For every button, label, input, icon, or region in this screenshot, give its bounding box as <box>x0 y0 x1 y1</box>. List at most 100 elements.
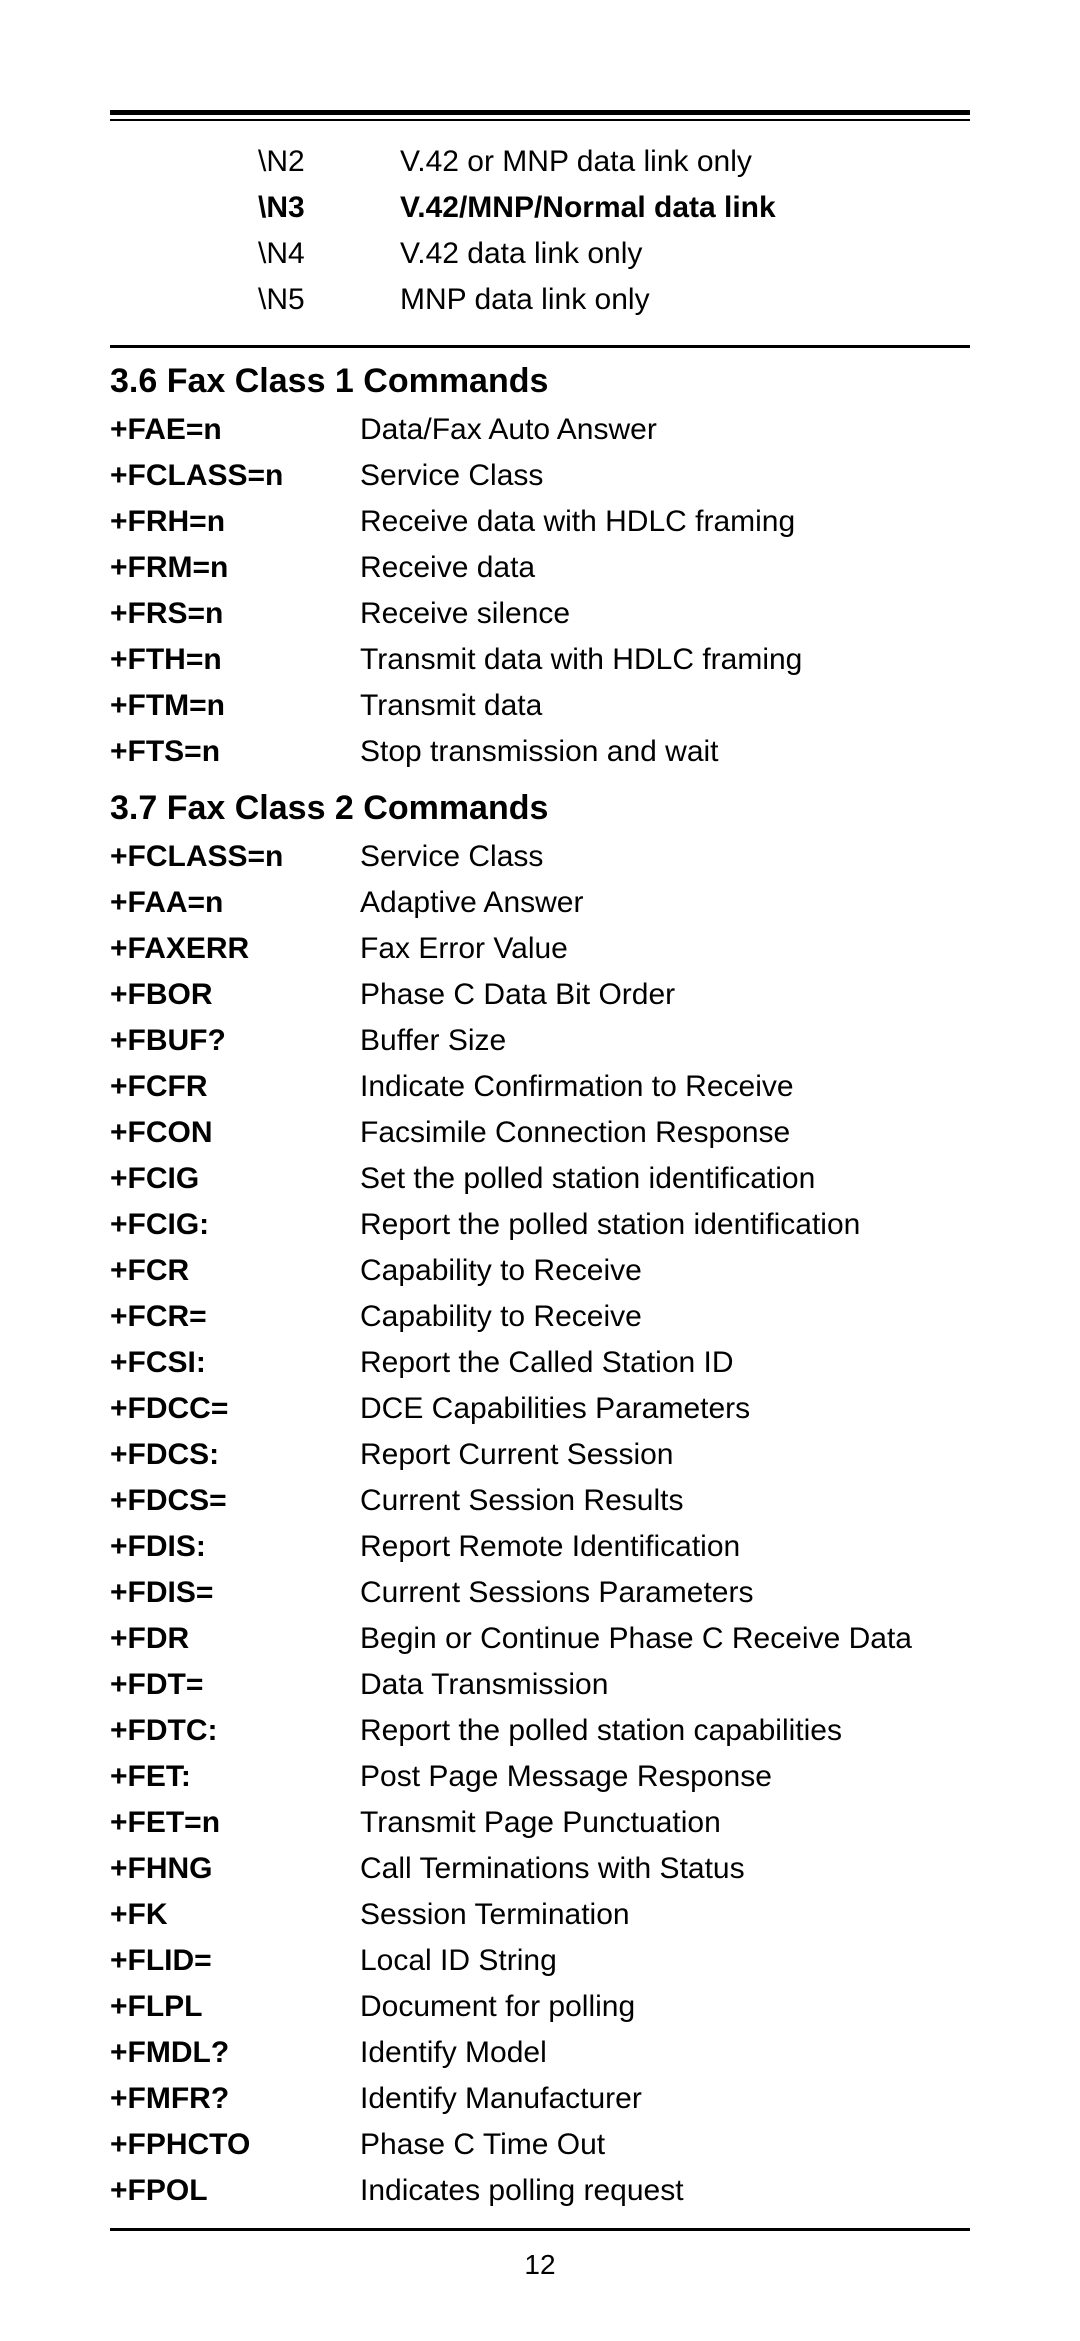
command-code: +FPOL <box>110 2170 360 2212</box>
command-desc: Report Remote Identification <box>360 1526 970 1568</box>
table-row: +FTS=nStop transmission and wait <box>110 729 970 775</box>
command-desc: Service Class <box>360 455 970 497</box>
table-row: +FDIS=Current Sessions Parameters <box>110 1570 970 1616</box>
command-code: +FK <box>110 1894 360 1936</box>
command-desc: Data/Fax Auto Answer <box>360 409 970 451</box>
command-code: +FCSI: <box>110 1342 360 1384</box>
table-row: \N2 V.42 or MNP data link only <box>110 139 970 185</box>
table-row: +FBORPhase C Data Bit Order <box>110 972 970 1018</box>
table-row: \N4 V.42 data link only <box>110 231 970 277</box>
command-code: +FCLASS=n <box>110 836 360 878</box>
command-desc: Receive silence <box>360 593 970 635</box>
table-row: +FDCS=Current Session Results <box>110 1478 970 1524</box>
command-desc: Stop transmission and wait <box>360 731 970 773</box>
table-row: +FDCC=DCE Capabilities Parameters <box>110 1386 970 1432</box>
command-desc: Buffer Size <box>360 1020 970 1062</box>
command-desc: Set the polled station identification <box>360 1158 970 1200</box>
section-rule <box>110 345 970 348</box>
table-row: +FDCS:Report Current Session <box>110 1432 970 1478</box>
command-desc: Indicate Confirmation to Receive <box>360 1066 970 1108</box>
command-code: +FCON <box>110 1112 360 1154</box>
command-desc: Fax Error Value <box>360 928 970 970</box>
command-code: +FCR= <box>110 1296 360 1338</box>
command-desc: Transmit data with HDLC framing <box>360 639 970 681</box>
table-row: +FRH=nReceive data with HDLC framing <box>110 499 970 545</box>
command-desc: Data Transmission <box>360 1664 970 1706</box>
command-desc: Facsimile Connection Response <box>360 1112 970 1154</box>
table-row: \N5 MNP data link only <box>110 277 970 323</box>
table-row: +FBUF?Buffer Size <box>110 1018 970 1064</box>
table-row: +FPOLIndicates polling request <box>110 2168 970 2214</box>
command-code: +FRM=n <box>110 547 360 589</box>
command-desc: Current Sessions Parameters <box>360 1572 970 1614</box>
command-desc: Phase C Time Out <box>360 2124 970 2166</box>
command-desc: Report the polled station identification <box>360 1204 970 1246</box>
command-desc: Service Class <box>360 836 970 878</box>
command-code: \N2 <box>110 141 360 183</box>
command-code: +FCIG: <box>110 1204 360 1246</box>
table-row: +FDRBegin or Continue Phase C Receive Da… <box>110 1616 970 1662</box>
section-heading-3-7: 3.7 Fax Class 2 Commands <box>110 775 970 834</box>
command-code: +FCFR <box>110 1066 360 1108</box>
command-code: +FBOR <box>110 974 360 1016</box>
table-row: +FRM=nReceive data <box>110 545 970 591</box>
table-row: +FHNGCall Terminations with Status <box>110 1846 970 1892</box>
command-desc: Receive data <box>360 547 970 589</box>
document-page: \N2 V.42 or MNP data link only \N3 V.42/… <box>0 0 1080 2341</box>
command-desc: Capability to Receive <box>360 1250 970 1292</box>
table-row: +FCFRIndicate Confirmation to Receive <box>110 1064 970 1110</box>
table-row: +FAXERRFax Error Value <box>110 926 970 972</box>
table-row: +FLID=Local ID String <box>110 1938 970 1984</box>
command-desc: Identify Model <box>360 2032 970 2074</box>
table-row: +FLPLDocument for polling <box>110 1984 970 2030</box>
command-desc: Report the polled station capabilities <box>360 1710 970 1752</box>
command-desc: Report the Called Station ID <box>360 1342 970 1384</box>
section-heading-3-6: 3.6 Fax Class 1 Commands <box>110 358 970 407</box>
table-row: +FCIGSet the polled station identificati… <box>110 1156 970 1202</box>
command-code: +FLPL <box>110 1986 360 2028</box>
command-desc: Transmit data <box>360 685 970 727</box>
table-row: +FET:Post Page Message Response <box>110 1754 970 1800</box>
top-double-rule <box>110 110 970 121</box>
command-code: +FCR <box>110 1250 360 1292</box>
command-code: +FAXERR <box>110 928 360 970</box>
command-desc: V.42 data link only <box>360 233 970 275</box>
command-desc: Capability to Receive <box>360 1296 970 1338</box>
table-row: +FDT=Data Transmission <box>110 1662 970 1708</box>
command-desc: Post Page Message Response <box>360 1756 970 1798</box>
table-row: +FTH=nTransmit data with HDLC framing <box>110 637 970 683</box>
command-desc: Phase C Data Bit Order <box>360 974 970 1016</box>
command-desc: Session Termination <box>360 1894 970 1936</box>
command-code: +FET: <box>110 1756 360 1798</box>
command-desc: Current Session Results <box>360 1480 970 1522</box>
command-code: \N3 <box>110 187 360 229</box>
command-code: +FCLASS=n <box>110 455 360 497</box>
command-desc: Report Current Session <box>360 1434 970 1476</box>
table-row: +FTM=nTransmit data <box>110 683 970 729</box>
command-desc: Document for polling <box>360 1986 970 2028</box>
command-code: +FBUF? <box>110 1020 360 1062</box>
table-row: +FCONFacsimile Connection Response <box>110 1110 970 1156</box>
table-row: +FET=nTransmit Page Punctuation <box>110 1800 970 1846</box>
command-desc: Identify Manufacturer <box>360 2078 970 2120</box>
table-row: +FAE=nData/Fax Auto Answer <box>110 407 970 453</box>
command-code: +FRS=n <box>110 593 360 635</box>
page-number: 12 <box>110 2231 970 2281</box>
command-code: +FET=n <box>110 1802 360 1844</box>
command-desc: Transmit Page Punctuation <box>360 1802 970 1844</box>
command-code: +FDCS: <box>110 1434 360 1476</box>
command-desc: MNP data link only <box>360 279 970 321</box>
command-code: +FRH=n <box>110 501 360 543</box>
table-row: +FRS=nReceive silence <box>110 591 970 637</box>
command-code: +FTM=n <box>110 685 360 727</box>
command-code: +FCIG <box>110 1158 360 1200</box>
table-row: +FCIG:Report the polled station identifi… <box>110 1202 970 1248</box>
command-code: +FMDL? <box>110 2032 360 2074</box>
table-row: +FPHCTOPhase C Time Out <box>110 2122 970 2168</box>
command-desc: Indicates polling request <box>360 2170 970 2212</box>
command-code: +FDT= <box>110 1664 360 1706</box>
table-row: +FMFR?Identify Manufacturer <box>110 2076 970 2122</box>
command-desc: Call Terminations with Status <box>360 1848 970 1890</box>
command-desc: V.42/MNP/Normal data link <box>360 187 970 229</box>
command-code: +FAE=n <box>110 409 360 451</box>
